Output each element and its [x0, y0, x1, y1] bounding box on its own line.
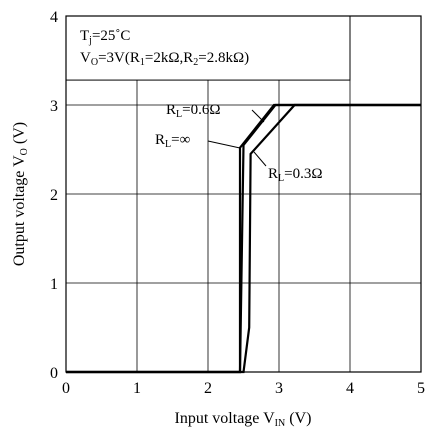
y-tick-label: 3 — [50, 98, 58, 115]
series-line-rl-inf — [66, 103, 421, 374]
y-tick-label: 0 — [50, 365, 58, 382]
axis-layer: 0 1 2 3 4 5 0 1 2 3 4 Input voltage VIN (V) Output v… — [11, 9, 425, 429]
y-tick-label: 1 — [50, 276, 58, 293]
plot-frame — [65, 15, 422, 373]
x-tick-label: 3 — [275, 380, 283, 397]
y-tick-label: 4 — [50, 9, 58, 26]
x-tick-label: 0 — [62, 380, 70, 397]
label-rl-inf: RL=∞ — [155, 132, 190, 150]
label-rl-0-3: RL=0.3Ω — [268, 166, 322, 184]
label-rl-0-3-leader — [253, 151, 267, 167]
y-axis-label: Output voltage VO (V) — [11, 122, 30, 266]
x-tick-label: 1 — [133, 380, 141, 397]
series-layer — [66, 103, 421, 374]
condition-box: Tj=25˚C VO=3V(R1=2kΩ,R2=2.8kΩ) — [65, 15, 351, 81]
x-tick-label: 4 — [346, 380, 354, 397]
label-rl-0-6: RL=0.6Ω — [166, 102, 220, 120]
x-tick-label: 2 — [204, 380, 212, 397]
label-rl-inf-leader — [207, 140, 241, 149]
condition-output-voltage: VO=3V(R1=2kΩ,R2=2.8kΩ) — [80, 50, 249, 68]
y-tick-label: 2 — [50, 187, 58, 204]
annotation-layer: RL=0.6Ω RL=∞ RL=0.3Ω — [155, 102, 322, 184]
x-tick-label: 5 — [417, 380, 425, 397]
x-axis-label: Input voltage VIN (V) — [175, 410, 312, 429]
label-rl-0-6-leader — [251, 109, 265, 123]
condition-box-frame — [65, 15, 351, 81]
condition-temperature: Tj=25˚C — [80, 28, 130, 46]
